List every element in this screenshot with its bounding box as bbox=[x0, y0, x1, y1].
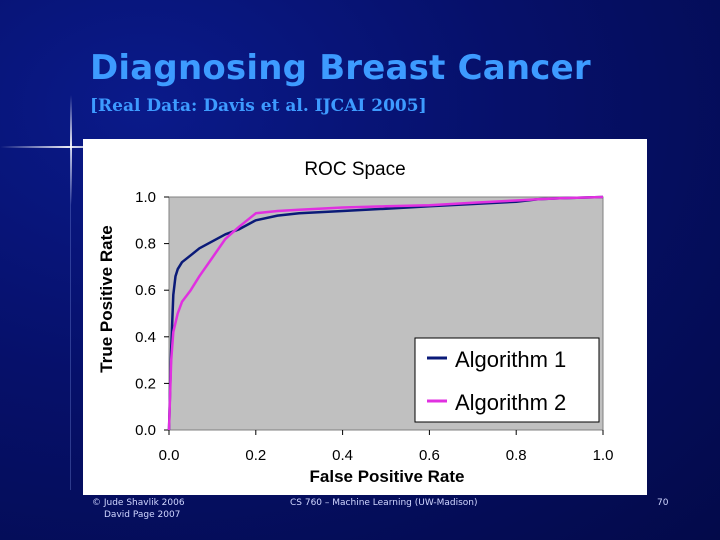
decorative-sparkle bbox=[0, 146, 150, 148]
legend: Algorithm 1 Algorithm 2 bbox=[414, 337, 600, 423]
y-tick-label: 0.6 bbox=[135, 282, 156, 299]
legend-box bbox=[414, 337, 600, 423]
x-axis-label: False Positive Rate bbox=[310, 467, 465, 486]
y-tick-label: 0.4 bbox=[135, 329, 156, 346]
series-line-algorithm-2 bbox=[167, 195, 604, 431]
x-tick-label: 0.4 bbox=[332, 447, 353, 464]
axis-ticks: 0.0 0.2 0.4 0.6 0.8 1.0 0.0 0.2 0.4 0.6 0.8 1.0 bbox=[135, 189, 613, 464]
footer-page-number: 70 bbox=[657, 498, 669, 508]
y-tick-label: 0.8 bbox=[135, 236, 156, 253]
x-tick-label: 0.0 bbox=[159, 447, 180, 464]
series-layer bbox=[167, 195, 604, 431]
decorative-rule bbox=[70, 150, 71, 490]
y-axis-label: True Positive Rate bbox=[97, 225, 116, 372]
x-tick-label: 0.6 bbox=[419, 447, 440, 464]
decorative-sparkle-vertical bbox=[70, 95, 72, 205]
slide-subtitle: [Real Data: Davis et al. IJCAI 2005] bbox=[90, 96, 427, 116]
roc-chart: ROC Space True Positive Rate False Posit… bbox=[83, 139, 647, 495]
chart-title: ROC Space bbox=[304, 159, 405, 180]
slide-title: Diagnosing Breast Cancer bbox=[90, 48, 591, 88]
y-tick-label: 0.0 bbox=[135, 422, 156, 439]
x-tick-label: 0.8 bbox=[506, 447, 527, 464]
legend-label-algorithm-2: Algorithm 2 bbox=[455, 390, 566, 415]
x-tick-label: 0.2 bbox=[245, 447, 266, 464]
footer-copyright-line-1: © Jude Shavlik 2006 bbox=[92, 498, 185, 508]
roc-chart-svg: ROC Space True Positive Rate False Posit… bbox=[97, 159, 613, 486]
footer-course: CS 760 – Machine Learning (UW-Madison) bbox=[290, 498, 478, 508]
y-tick-label: 1.0 bbox=[135, 189, 156, 206]
x-tick-label: 1.0 bbox=[593, 447, 614, 464]
footer-copyright-line-2: David Page 2007 bbox=[104, 510, 181, 520]
y-tick-label: 0.2 bbox=[135, 375, 156, 392]
footer-copyright: © Jude Shavlik 2006 David Page 2007 bbox=[92, 497, 185, 521]
legend-label-algorithm-1: Algorithm 1 bbox=[455, 347, 566, 372]
